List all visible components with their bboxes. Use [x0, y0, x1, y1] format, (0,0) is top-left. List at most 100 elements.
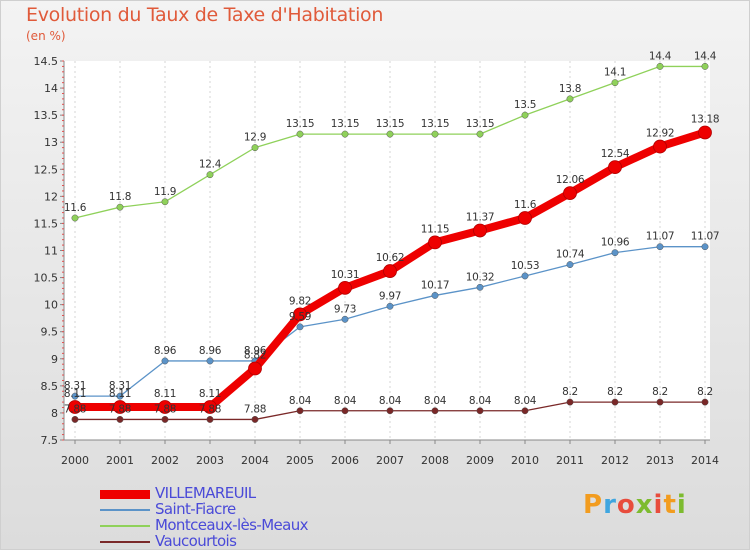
data-label: 11.07 — [646, 231, 675, 243]
data-point — [116, 392, 124, 400]
data-label: 9.82 — [289, 295, 311, 307]
data-label: 10.53 — [511, 260, 540, 272]
data-label: 7.88 — [109, 403, 131, 415]
y-tick-label: 9.5 — [41, 326, 59, 339]
data-label: 8.2 — [562, 386, 578, 398]
data-point — [476, 130, 484, 138]
data-label: 12.54 — [601, 148, 630, 160]
data-point — [293, 307, 307, 322]
data-point — [476, 283, 484, 291]
x-tick-label: 2014 — [691, 454, 719, 467]
y-tick-label: 7.5 — [41, 434, 59, 447]
data-label: 8.04 — [334, 395, 357, 407]
y-tick-label: 10.5 — [34, 272, 59, 285]
y-tick-label: 12.5 — [34, 163, 59, 176]
data-point — [113, 400, 127, 414]
legend-item: Saint-Fiacre — [100, 501, 440, 518]
y-tick-label: 8 — [51, 407, 58, 420]
data-point — [611, 79, 619, 87]
chart-title: Evolution du Taux de Taxe d'Habitation — [26, 4, 384, 26]
x-tick-label: 2000 — [61, 454, 89, 467]
data-point — [203, 400, 217, 414]
data-label: 13.8 — [559, 83, 581, 95]
chart-legend: VILLEMAREUIL Saint-Fiacre Montceaux-lès-Me… — [100, 485, 440, 550]
data-label: 7.88 — [199, 403, 221, 415]
data-label: 8.11 — [154, 388, 176, 400]
data-label: 11.9 — [154, 186, 176, 198]
data-point — [701, 62, 709, 70]
data-point — [566, 261, 574, 269]
y-tick-label: 14.5 — [34, 55, 59, 68]
data-label: 8.96 — [199, 345, 222, 357]
x-tick-label: 2001 — [106, 454, 134, 467]
data-label: 13.18 — [691, 113, 720, 125]
data-label: 11.07 — [691, 231, 720, 243]
data-point — [248, 361, 262, 376]
data-point — [656, 62, 664, 70]
y-tick-label: 13 — [44, 136, 58, 149]
x-tick-label: 2010 — [511, 454, 539, 467]
data-label: 9.73 — [334, 303, 356, 315]
y-tick-label: 9 — [51, 353, 58, 366]
data-point — [656, 243, 664, 251]
data-label: 8.2 — [697, 386, 713, 398]
data-point — [521, 407, 529, 415]
data-label: 8.11 — [199, 388, 221, 400]
data-point — [698, 125, 712, 140]
data-label: 8.31 — [64, 380, 86, 392]
data-point — [431, 130, 439, 138]
data-point — [341, 315, 349, 323]
x-tick-label: 2011 — [556, 454, 584, 467]
data-label: 11.37 — [466, 211, 495, 223]
data-label: 11.15 — [421, 223, 450, 235]
legend-swatch — [100, 525, 150, 527]
data-point — [383, 264, 397, 278]
data-point — [116, 415, 124, 423]
y-tick-label: 11.5 — [34, 217, 59, 230]
data-label: 13.15 — [331, 118, 360, 130]
data-label: 10.96 — [601, 237, 630, 249]
data-label: 8.31 — [109, 380, 131, 392]
legend-label: Vaucourtois — [155, 532, 237, 550]
data-point — [656, 398, 664, 406]
legend-item: VILLEMAREUIL — [100, 485, 440, 502]
data-point — [161, 198, 169, 206]
data-label: 8.04 — [379, 395, 402, 407]
data-label: 11.6 — [64, 202, 87, 214]
data-point — [206, 415, 214, 423]
y-tick-label: 11 — [44, 245, 58, 258]
data-label: 10.17 — [421, 279, 450, 291]
data-label: 11.6 — [514, 199, 537, 211]
data-label: 7.88 — [64, 403, 86, 415]
data-label: 12.4 — [199, 159, 222, 171]
data-label: 14.1 — [604, 67, 626, 79]
data-point — [251, 144, 259, 152]
data-point — [428, 235, 442, 250]
data-point — [71, 214, 79, 222]
data-point — [473, 223, 487, 238]
data-label: 8.11 — [109, 388, 131, 400]
data-point — [563, 186, 577, 201]
legend-swatch — [100, 541, 150, 543]
legend-swatch — [100, 490, 150, 499]
data-label: 8.04 — [424, 395, 447, 407]
data-point — [701, 243, 709, 251]
data-point — [386, 407, 394, 415]
data-point — [653, 139, 667, 154]
data-point — [116, 203, 124, 211]
data-point — [521, 111, 529, 119]
data-point — [206, 171, 214, 179]
data-label: 9.97 — [379, 290, 401, 302]
proxiti-logo: Proxiti — [583, 490, 687, 520]
legend-swatch — [100, 509, 150, 511]
data-point — [611, 249, 619, 257]
x-tick-label: 2004 — [241, 454, 269, 467]
data-point — [206, 357, 214, 365]
data-point — [386, 302, 394, 310]
x-tick-label: 2005 — [286, 454, 314, 467]
data-point — [431, 407, 439, 415]
data-point — [701, 398, 709, 406]
data-point — [71, 415, 79, 423]
data-point — [296, 323, 304, 331]
